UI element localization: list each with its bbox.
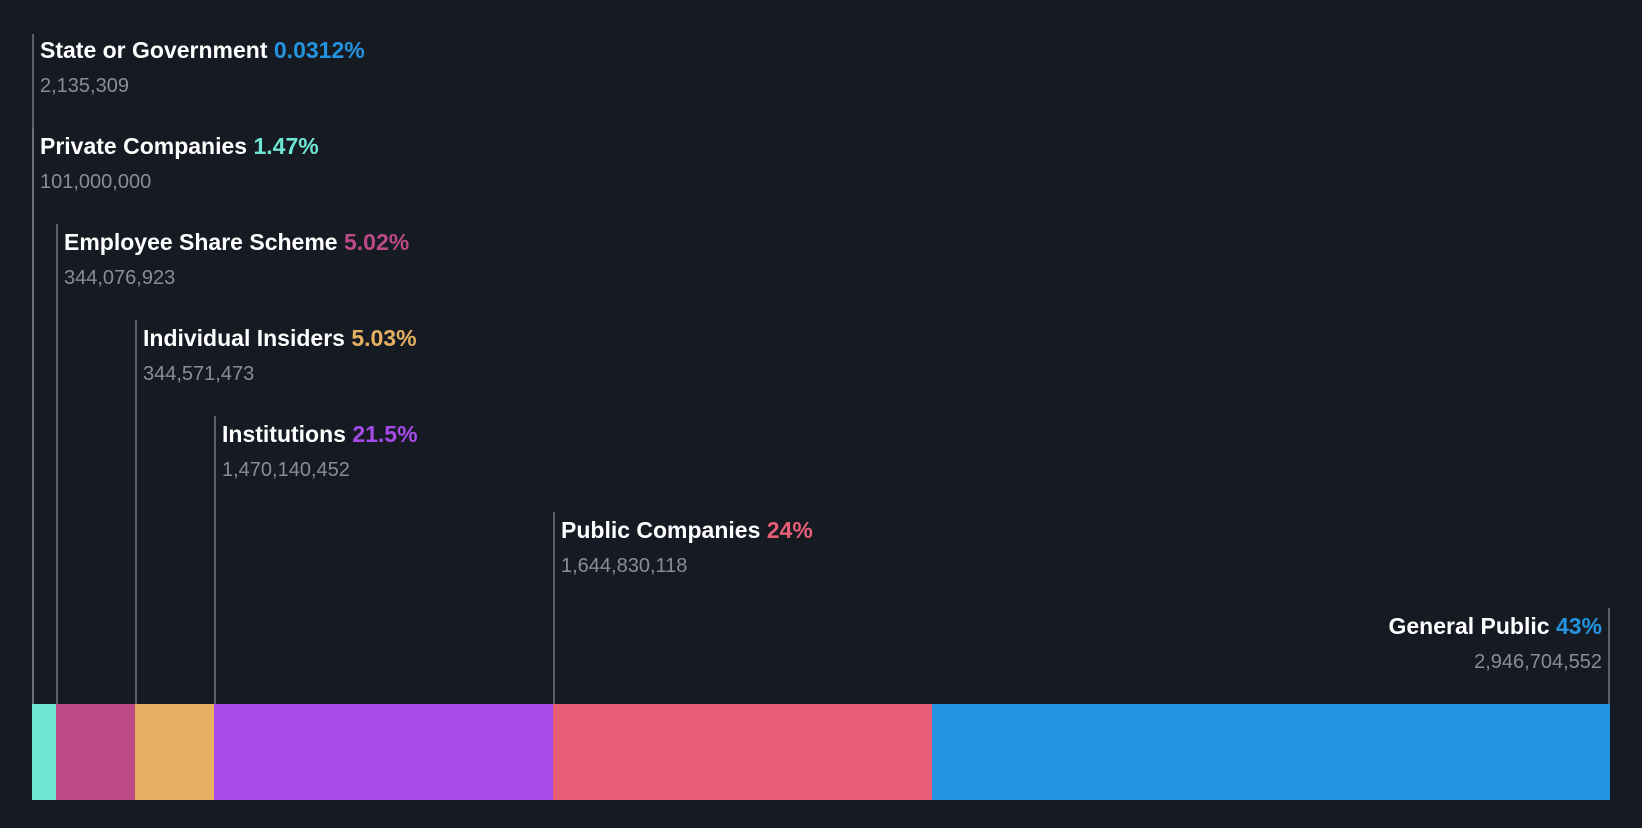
label-general-public: General Public 43% 2,946,704,552 <box>1389 612 1603 674</box>
label-employee-share-scheme: Employee Share Scheme 5.02% 344,076,923 <box>64 228 409 290</box>
leader-line-institutions <box>214 416 216 704</box>
bar-segment-public-companies[interactable] <box>553 704 932 800</box>
share-count: 1,644,830,118 <box>561 555 688 577</box>
share-count: 1,470,140,452 <box>222 459 350 481</box>
leader-line-employee <box>56 224 58 704</box>
label-private-companies: Private Companies 1.47% 101,000,000 <box>40 132 319 194</box>
percent-value: 1.47% <box>253 133 319 159</box>
category-name: Employee Share Scheme <box>64 229 338 255</box>
share-count: 101,000,000 <box>40 171 152 193</box>
percent-value: 24% <box>766 517 813 543</box>
category-name: General Public <box>1388 613 1550 639</box>
category-name: State or Government <box>40 37 268 63</box>
leader-line-general-public <box>1608 608 1610 704</box>
percent-value: 0.0312% <box>273 37 365 63</box>
percent-value: 5.02% <box>343 229 410 255</box>
bar-segment-employee-share-scheme[interactable] <box>56 704 135 800</box>
leader-line-insiders <box>135 320 137 704</box>
category-name: Individual Insiders <box>143 325 345 351</box>
bar-segment-general-public[interactable] <box>932 704 1610 800</box>
label-public-companies: Public Companies 24% 1,644,830,118 <box>561 516 813 578</box>
share-count: 2,135,309 <box>40 75 129 97</box>
share-count: 344,571,473 <box>143 363 255 385</box>
label-state-or-government: State or Government 0.0312% 2,135,309 <box>40 36 365 98</box>
leader-line-private <box>32 128 34 704</box>
category-name: Private Companies <box>40 133 248 159</box>
category-name: Institutions <box>222 421 346 447</box>
bar-segment-private-companies[interactable] <box>32 704 56 800</box>
bar-segment-individual-insiders[interactable] <box>135 704 214 800</box>
label-institutions: Institutions 21.5% 1,470,140,452 <box>222 420 418 482</box>
category-name: Public Companies <box>561 517 761 543</box>
leader-line-public-companies <box>553 512 555 704</box>
percent-value: 21.5% <box>352 421 418 447</box>
percent-value: 43% <box>1555 613 1602 639</box>
share-count: 344,076,923 <box>64 267 176 289</box>
bar-segment-institutions[interactable] <box>214 704 553 800</box>
percent-value: 5.03% <box>351 325 417 351</box>
label-individual-insiders: Individual Insiders 5.03% 344,571,473 <box>143 324 417 386</box>
share-count: 2,946,704,552 <box>1474 651 1602 673</box>
